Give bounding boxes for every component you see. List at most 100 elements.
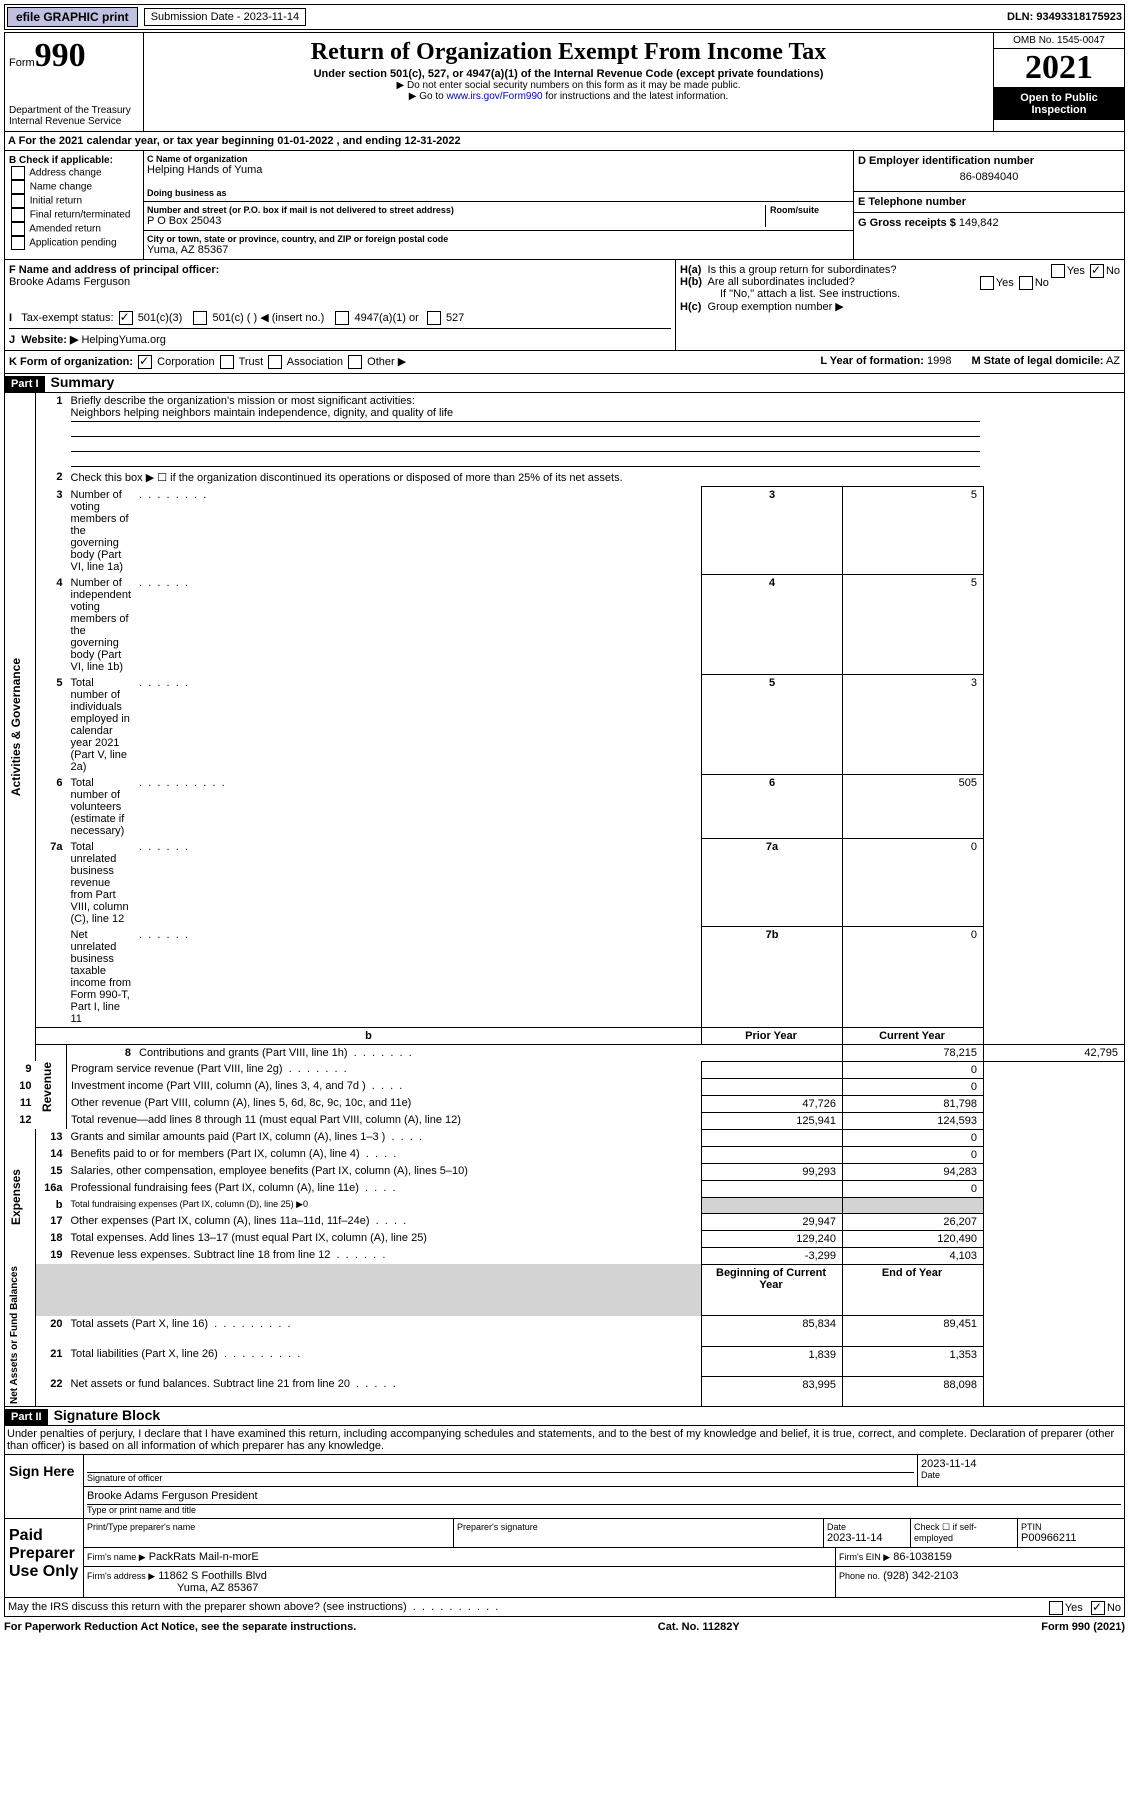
exp-row: Grants and similar amounts paid (Part IX… bbox=[71, 1131, 386, 1143]
chk-address-change[interactable] bbox=[11, 166, 25, 180]
rev-row: Contributions and grants (Part VIII, lin… bbox=[139, 1047, 348, 1059]
l-label: L Year of formation: bbox=[820, 355, 924, 367]
f-label: F Name and address of principal officer: bbox=[9, 264, 219, 276]
footer-mid: Cat. No. 11282Y bbox=[658, 1621, 740, 1633]
department: Department of the Treasury Internal Reve… bbox=[9, 105, 139, 127]
chk-application-pending[interactable] bbox=[11, 236, 25, 250]
org-address: P O Box 25043 bbox=[147, 215, 765, 227]
form-subtitle-1: Under section 501(c), 527, or 4947(a)(1)… bbox=[148, 68, 989, 80]
summary-table: Activities & Governance 1 Briefly descri… bbox=[4, 393, 1125, 1407]
chk-ha-no[interactable] bbox=[1090, 264, 1104, 278]
chk-name-change[interactable] bbox=[11, 180, 25, 194]
col-b-checkboxes: B Check if applicable: Address change Na… bbox=[5, 151, 144, 259]
chk-ha-yes[interactable] bbox=[1051, 264, 1065, 278]
c-name-label: C Name of organization bbox=[147, 154, 850, 164]
exp-row: Benefits paid to or for members (Part IX… bbox=[71, 1148, 360, 1160]
open-to-public: Open to Public Inspection bbox=[994, 88, 1124, 120]
firm-phone: (928) 342-2103 bbox=[883, 1570, 958, 1582]
exp-row: Other expenses (Part IX, column (A), lin… bbox=[71, 1215, 370, 1227]
na-row: Total assets (Part X, line 16) bbox=[71, 1318, 209, 1330]
grey-spacer bbox=[36, 1264, 702, 1316]
d-label: D Employer identification number bbox=[858, 155, 1120, 167]
sign-date: 2023-11-14 bbox=[921, 1458, 1121, 1470]
gross-receipts: 149,842 bbox=[959, 217, 999, 229]
form-subtitle-2: ▶ Do not enter social security numbers o… bbox=[148, 80, 989, 91]
part1-tag: Part I bbox=[5, 376, 45, 392]
paid-preparer-label: Paid Preparer Use Only bbox=[5, 1519, 83, 1597]
row-k-to-m: K Form of organization: Corporation Trus… bbox=[4, 351, 1125, 374]
paid-preparer-block: Paid Preparer Use Only Print/Type prepar… bbox=[4, 1519, 1125, 1598]
prep-name-label: Print/Type preparer's name bbox=[87, 1522, 450, 1532]
exp-row: Professional fundraising fees (Part IX, … bbox=[71, 1182, 359, 1194]
line1-label: Briefly describe the organization's miss… bbox=[71, 395, 415, 407]
firm-name: PackRats Mail-n-morE bbox=[149, 1551, 259, 1563]
firm-name-label: Firm's name ▶ bbox=[87, 1552, 146, 1562]
name-title-label: Type or print name and title bbox=[87, 1505, 1121, 1515]
ptin: P00966211 bbox=[1021, 1532, 1076, 1544]
dln: DLN: 93493318175923 bbox=[1007, 11, 1122, 23]
ein: 86-0894040 bbox=[858, 167, 1120, 187]
grey-cell bbox=[843, 1197, 984, 1213]
rev-row: Total revenue—add lines 8 through 11 (mu… bbox=[67, 1112, 702, 1129]
mission-text: Neighbors helping neighbors maintain ind… bbox=[71, 407, 980, 422]
exp-row: Salaries, other compensation, employee b… bbox=[67, 1163, 702, 1180]
side-revenue: Revenue bbox=[36, 1044, 67, 1129]
city-label: City or town, state or province, country… bbox=[147, 234, 850, 244]
chk-trust[interactable] bbox=[220, 355, 234, 369]
form-title: Return of Organization Exempt From Incom… bbox=[148, 39, 989, 66]
grey-cell bbox=[702, 1197, 843, 1213]
form-subtitle-3: ▶ Go to www.irs.gov/Form990 for instruct… bbox=[148, 91, 989, 102]
ptin-label: PTIN bbox=[1021, 1522, 1121, 1532]
firm-addr1: 11862 S Foothills Blvd bbox=[158, 1570, 267, 1582]
chk-527[interactable] bbox=[427, 311, 441, 325]
row-a-tax-year: A For the 2021 calendar year, or tax yea… bbox=[4, 132, 1125, 151]
tax-year: 2021 bbox=[994, 49, 1124, 88]
org-city: Yuma, AZ 85367 bbox=[147, 244, 850, 256]
section-b-to-g: B Check if applicable: Address change Na… bbox=[4, 151, 1125, 260]
chk-other[interactable] bbox=[348, 355, 362, 369]
chk-4947[interactable] bbox=[335, 311, 349, 325]
exp-row: Total expenses. Add lines 13–17 (must eq… bbox=[67, 1230, 702, 1247]
part2-header: Part IISignature Block bbox=[4, 1407, 1125, 1426]
gov-row: 7aTotal unrelated business revenue from … bbox=[5, 839, 1125, 927]
exp-row: Total fundraising expenses (Part IX, col… bbox=[67, 1197, 702, 1213]
chk-hb-no[interactable] bbox=[1019, 276, 1033, 290]
rev-row: Program service revenue (Part VIII, line… bbox=[71, 1063, 283, 1075]
self-employed-label: Check ☐ if self-employed bbox=[911, 1519, 1018, 1547]
efile-print-button[interactable]: efile GRAPHIC print bbox=[7, 7, 138, 27]
officer-name: Brooke Adams Ferguson President bbox=[87, 1490, 1121, 1505]
website: HelpingYuma.org bbox=[81, 334, 165, 346]
instructions-link[interactable]: www.irs.gov/Form990 bbox=[446, 91, 542, 102]
chk-initial-return[interactable] bbox=[11, 194, 25, 208]
line2: Check this box ▶ ☐ if the organization d… bbox=[67, 469, 984, 487]
part1-header: Part ISummary bbox=[4, 374, 1125, 393]
submission-date: Submission Date - 2023-11-14 bbox=[144, 8, 306, 26]
chk-hb-yes[interactable] bbox=[980, 276, 994, 290]
col-d-to-g: D Employer identification number86-08940… bbox=[853, 151, 1124, 259]
chk-final-return[interactable] bbox=[11, 208, 25, 222]
hc-label: Group exemption number ▶ bbox=[708, 301, 844, 313]
part1-title: Summary bbox=[45, 374, 115, 390]
chk-irs-yes[interactable] bbox=[1049, 1601, 1063, 1615]
e-label: E Telephone number bbox=[858, 196, 1120, 208]
i-label: Tax-exempt status: bbox=[21, 312, 113, 324]
form-word: Form bbox=[9, 57, 35, 69]
g-label: G Gross receipts $ bbox=[858, 217, 956, 229]
chk-corp[interactable] bbox=[138, 355, 152, 369]
omb-number: OMB No. 1545-0047 bbox=[994, 33, 1124, 49]
side-expenses: Expenses bbox=[5, 1129, 36, 1264]
org-name: Helping Hands of Yuma bbox=[147, 164, 850, 176]
irs-discuss-row: May the IRS discuss this return with the… bbox=[4, 1598, 1125, 1617]
chk-501c3[interactable] bbox=[119, 311, 133, 325]
gov-row: 5Total number of individuals employed in… bbox=[5, 675, 1125, 775]
room-label: Room/suite bbox=[765, 205, 850, 227]
chk-assoc[interactable] bbox=[268, 355, 282, 369]
chk-irs-no[interactable] bbox=[1091, 1601, 1105, 1615]
form-header: Form990 Department of the Treasury Inter… bbox=[4, 32, 1125, 132]
chk-amended[interactable] bbox=[11, 222, 25, 236]
prep-date: 2023-11-14 bbox=[827, 1532, 882, 1544]
hb-label: Are all subordinates included? bbox=[708, 276, 855, 288]
col-c-org-info: C Name of organizationHelping Hands of Y… bbox=[144, 151, 853, 259]
date-label: Date bbox=[921, 1470, 1121, 1480]
chk-501c[interactable] bbox=[193, 311, 207, 325]
